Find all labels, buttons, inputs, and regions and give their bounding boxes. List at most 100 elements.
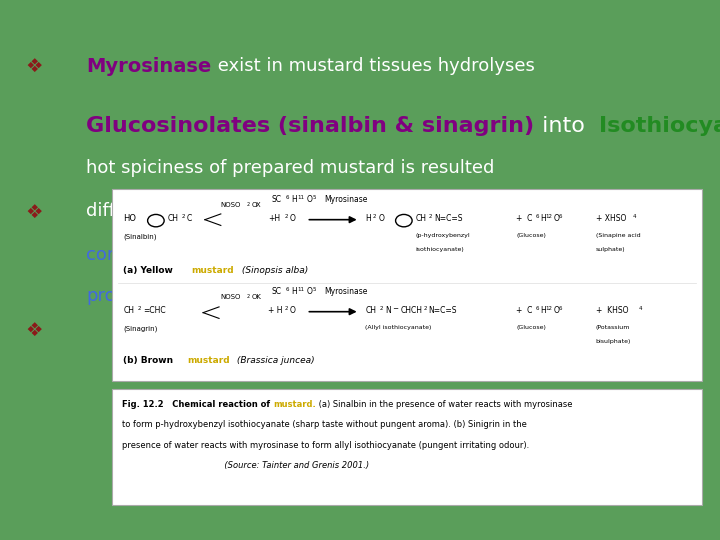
Text: (p-hydroxybenzyl: (p-hydroxybenzyl [415, 233, 470, 238]
Text: CH: CH [123, 306, 135, 315]
Text: 2: 2 [379, 306, 383, 311]
Text: =CHC: =CHC [143, 306, 166, 315]
Text: (Glucose): (Glucose) [516, 233, 546, 238]
Text: (b) Brown: (b) Brown [123, 356, 176, 365]
Text: isothiocyanate): isothiocyanate) [415, 246, 464, 252]
Text: O: O [379, 214, 384, 223]
Text: 2: 2 [246, 202, 249, 207]
Text: mustard.: mustard. [274, 400, 316, 409]
Text: Myrosinase: Myrosinase [324, 195, 367, 204]
Text: N=C=S: N=C=S [434, 214, 462, 223]
Text: CHCH: CHCH [401, 306, 423, 315]
Text: (Sinapine acid: (Sinapine acid [595, 233, 640, 238]
Text: into: into [534, 116, 598, 136]
Text: O: O [290, 306, 296, 315]
Text: (a) Yellow: (a) Yellow [123, 266, 176, 275]
Text: presence of water reacts with myrosinase to form allyl isothiocyanate (pungent i: presence of water reacts with myrosinase… [122, 441, 530, 450]
Text: 4: 4 [638, 306, 642, 311]
Text: 6: 6 [559, 306, 562, 311]
Text: mustard: mustard [192, 266, 234, 275]
Text: (Source: Tainter and Grenis 2001.): (Source: Tainter and Grenis 2001.) [122, 461, 369, 470]
Text: O: O [307, 195, 312, 204]
Text: H: H [540, 214, 546, 223]
Text: O: O [290, 214, 296, 223]
Text: H: H [366, 214, 372, 223]
Text: 6: 6 [536, 214, 539, 219]
Text: OK: OK [251, 294, 261, 300]
Text: 12: 12 [545, 306, 552, 311]
Text: SC: SC [271, 287, 281, 296]
Text: Glucosinolates (sinalbin & sinagrin): Glucosinolates (sinalbin & sinagrin) [86, 116, 534, 136]
Text: 6: 6 [536, 306, 539, 311]
FancyBboxPatch shape [112, 189, 702, 381]
Text: ❖: ❖ [25, 321, 42, 340]
Text: (Brassica juncea): (Brassica juncea) [235, 356, 315, 365]
Text: + XHSO: + XHSO [595, 214, 626, 223]
Text: ─: ─ [392, 306, 397, 312]
Text: C: C [186, 214, 192, 223]
Text: 6: 6 [559, 214, 562, 219]
Text: Isothiocyanate:: Isothiocyanate: [598, 116, 720, 136]
Text: NOSO: NOSO [221, 202, 241, 208]
Text: +  C: + C [516, 214, 532, 223]
FancyBboxPatch shape [112, 389, 702, 505]
Text: 2: 2 [246, 294, 249, 300]
Text: (Sinopsis alba): (Sinopsis alba) [238, 266, 307, 275]
Text: N: N [385, 306, 391, 315]
Text: difference of pungent aroma between mustard type due to: difference of pungent aroma between must… [86, 202, 618, 220]
Text: Myrosinase: Myrosinase [86, 57, 212, 76]
Text: Fig. 12.2   Chemical reaction of: Fig. 12.2 Chemical reaction of [122, 400, 274, 409]
Text: O: O [553, 306, 559, 315]
Text: (Sinalbin): (Sinalbin) [123, 233, 157, 240]
Text: 5: 5 [312, 195, 316, 200]
Text: 6: 6 [286, 195, 289, 200]
Text: Myrosinase: Myrosinase [324, 287, 367, 296]
Text: mustard: mustard [187, 356, 230, 365]
Text: 5: 5 [312, 287, 316, 292]
Text: 2: 2 [181, 214, 185, 219]
Text: HO: HO [123, 214, 136, 223]
Text: +  KHSO: + KHSO [595, 306, 629, 315]
Text: + H: + H [268, 306, 282, 315]
Text: 2: 2 [423, 306, 427, 311]
Text: 2: 2 [428, 214, 432, 219]
Text: ❖: ❖ [25, 57, 42, 76]
Text: to form p-hydroxybenzyl isothiocyanate (sharp taste without pungent aroma). (b) : to form p-hydroxybenzyl isothiocyanate (… [122, 420, 527, 429]
Text: 2: 2 [284, 306, 288, 311]
Text: (a) Sinalbin in the presence of water reacts with myrosinase: (a) Sinalbin in the presence of water re… [316, 400, 572, 409]
Text: (Potassium: (Potassium [595, 325, 630, 330]
Text: 4: 4 [632, 214, 636, 219]
Text: 11: 11 [297, 195, 305, 200]
Text: sulphate): sulphate) [595, 246, 626, 252]
Text: +  C: + C [516, 306, 532, 315]
Text: 12: 12 [545, 214, 552, 219]
Text: produce: produce [86, 287, 160, 305]
Text: CH: CH [168, 214, 179, 223]
Text: H: H [292, 287, 297, 296]
Text: components responsible for the reaction: components responsible for the reaction [86, 246, 452, 264]
Text: O: O [553, 214, 559, 223]
Text: 2: 2 [373, 214, 377, 219]
Text: N=C=S: N=C=S [428, 306, 457, 315]
Text: CH: CH [366, 306, 377, 315]
Text: NOSO: NOSO [221, 294, 241, 300]
Text: 2: 2 [284, 214, 288, 219]
Text: OX: OX [251, 202, 261, 208]
Text: hot spiciness of prepared mustard is resulted: hot spiciness of prepared mustard is res… [86, 159, 495, 177]
Text: (Sinagrin): (Sinagrin) [123, 325, 158, 332]
Text: 6: 6 [286, 287, 289, 292]
Text: CH: CH [415, 214, 427, 223]
Text: end products: end products [533, 246, 651, 264]
Text: exist in mustard tissues hydrolyses: exist in mustard tissues hydrolyses [212, 57, 534, 75]
Text: +H: +H [268, 214, 280, 223]
Text: (Glucose): (Glucose) [516, 325, 546, 330]
Text: 2: 2 [138, 306, 141, 311]
Text: and the: and the [452, 246, 533, 264]
Text: 11: 11 [297, 287, 305, 292]
Text: H: H [540, 306, 546, 315]
Text: ❖: ❖ [25, 202, 42, 221]
Text: (Allyl isothiocyanate): (Allyl isothiocyanate) [366, 325, 432, 330]
Text: SC: SC [271, 195, 281, 204]
Text: H: H [292, 195, 297, 204]
Text: bisulphate): bisulphate) [595, 339, 631, 343]
